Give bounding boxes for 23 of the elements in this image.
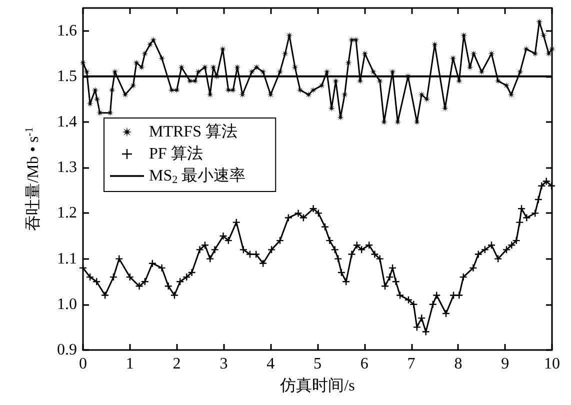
x-tick-label: 8 [454, 356, 462, 372]
y-tick-label: 1.0 [57, 296, 77, 313]
legend-label: MTRFS 算法 [149, 122, 238, 140]
x-tick-label: 6 [360, 356, 368, 372]
x-tick-label: 5 [314, 356, 322, 372]
x-tick-label: 3 [220, 356, 228, 372]
y-tick-label: 1.2 [57, 204, 77, 222]
x-tick-label: 10 [544, 356, 560, 372]
y-tick-label: 1.6 [57, 22, 77, 40]
x-tick-label: 2 [172, 356, 181, 372]
y-axis-title: 吞吐量/Mb • s-1 [24, 127, 42, 231]
x-tick-label: 4 [266, 356, 275, 372]
x-tick-label: 0 [79, 356, 87, 372]
x-tick-label: 7 [407, 356, 416, 372]
y-tick-label: 1.1 [57, 250, 77, 268]
legend-label: PF 算法 [149, 144, 203, 162]
y-tick-label: 1.5 [57, 68, 77, 85]
y-tick-label: 0.9 [57, 342, 77, 358]
x-tick-label: 1 [126, 356, 134, 372]
x-tick-label: 9 [501, 356, 510, 372]
y-tick-label: 1.3 [57, 159, 77, 176]
x-axis-title: 仿真时间/s [279, 376, 355, 394]
y-tick-label: 1.4 [57, 114, 77, 130]
